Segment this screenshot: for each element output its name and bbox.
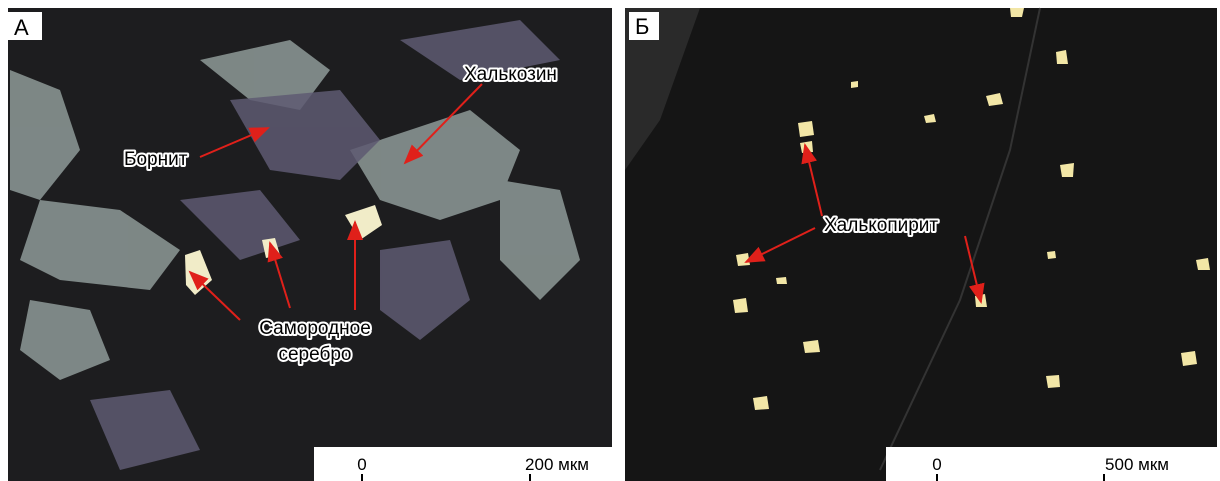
panel-label-box — [8, 12, 42, 40]
scale-box — [886, 447, 1217, 481]
scale-box — [314, 447, 612, 481]
annotation: Самородное — [259, 318, 371, 339]
arrow — [267, 241, 291, 309]
scale-label: 0 — [357, 455, 366, 474]
annotation: Борнит — [124, 149, 188, 170]
panel-label-box — [629, 12, 659, 40]
panel-label: Б — [635, 14, 649, 39]
edge-region — [625, 8, 700, 170]
annotation: Халькопирит — [824, 215, 938, 236]
panel-a: А Борнит Халькозин Самородное серебро 0 … — [8, 8, 612, 481]
crack — [879, 7, 1041, 471]
annotation: серебро — [278, 344, 351, 365]
annotation: Халькозин — [464, 64, 557, 85]
scale-label: 500 мкм — [1105, 455, 1169, 474]
bornite-areas — [90, 20, 560, 470]
arrow — [801, 143, 823, 217]
panel-b: Б Халькопирит 0 500 мкм — [625, 7, 1217, 481]
arrow — [188, 270, 241, 321]
arrow — [403, 83, 483, 165]
scale-label: 200 мкм — [525, 455, 589, 474]
arrow — [199, 127, 270, 158]
panel-label: А — [14, 15, 29, 40]
chalcocite-areas — [10, 40, 580, 380]
micrograph — [625, 8, 1217, 481]
arrow — [744, 227, 816, 263]
arrow — [964, 235, 985, 304]
scale-label: 0 — [932, 455, 941, 474]
